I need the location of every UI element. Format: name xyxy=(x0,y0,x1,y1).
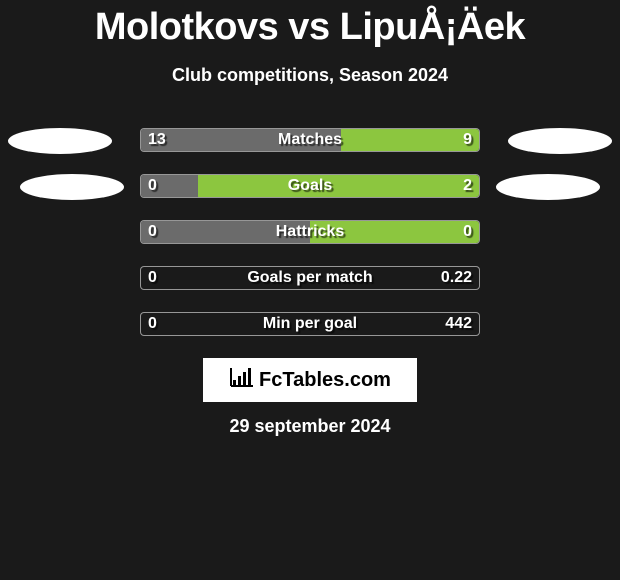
logo-text: FcTables.com xyxy=(229,366,391,394)
stat-right-value: 9 xyxy=(463,128,472,152)
stat-right-value: 0 xyxy=(463,220,472,244)
stat-row-hattricks: 0 Hattricks 0 xyxy=(0,220,620,246)
page-subtitle: Club competitions, Season 2024 xyxy=(0,65,620,86)
stat-row-goals-per-match: 0 Goals per match 0.22 xyxy=(0,266,620,292)
stat-right-value: 442 xyxy=(445,312,472,336)
stat-row-min-per-goal: 0 Min per goal 442 xyxy=(0,312,620,338)
logo-box[interactable]: FcTables.com xyxy=(203,358,417,402)
page-title: Molotkovs vs LipuÅ¡Äek xyxy=(0,6,620,49)
stat-right-value: 0.22 xyxy=(441,266,472,290)
date-line: 29 september 2024 xyxy=(0,416,620,437)
stats-area: 13 Matches 9 0 Goals 2 0 Hattricks 0 xyxy=(0,128,620,338)
player-left-ellipse-icon xyxy=(20,174,124,200)
stat-label: Goals xyxy=(140,174,480,198)
comparison-panel: Molotkovs vs LipuÅ¡Äek Club competitions… xyxy=(0,6,620,437)
stat-row-matches: 13 Matches 9 xyxy=(0,128,620,154)
player-right-ellipse-icon xyxy=(496,174,600,200)
player-left-ellipse-icon xyxy=(8,128,112,154)
stat-label: Min per goal xyxy=(140,312,480,336)
stat-row-goals: 0 Goals 2 xyxy=(0,174,620,200)
stat-label: Hattricks xyxy=(140,220,480,244)
stat-label: Matches xyxy=(140,128,480,152)
stat-right-value: 2 xyxy=(463,174,472,198)
logo-label: FcTables.com xyxy=(259,369,391,392)
stat-label: Goals per match xyxy=(140,266,480,290)
bar-chart-icon xyxy=(229,366,255,394)
player-right-ellipse-icon xyxy=(508,128,612,154)
